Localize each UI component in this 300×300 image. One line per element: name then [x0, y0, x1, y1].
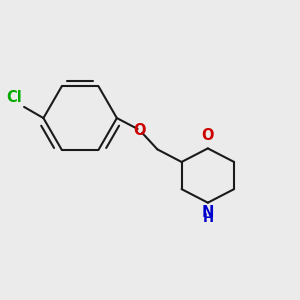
Text: O: O [202, 128, 214, 143]
Text: N: N [202, 205, 214, 220]
Text: H: H [202, 212, 213, 225]
Text: O: O [134, 123, 146, 138]
Text: Cl: Cl [7, 90, 22, 105]
